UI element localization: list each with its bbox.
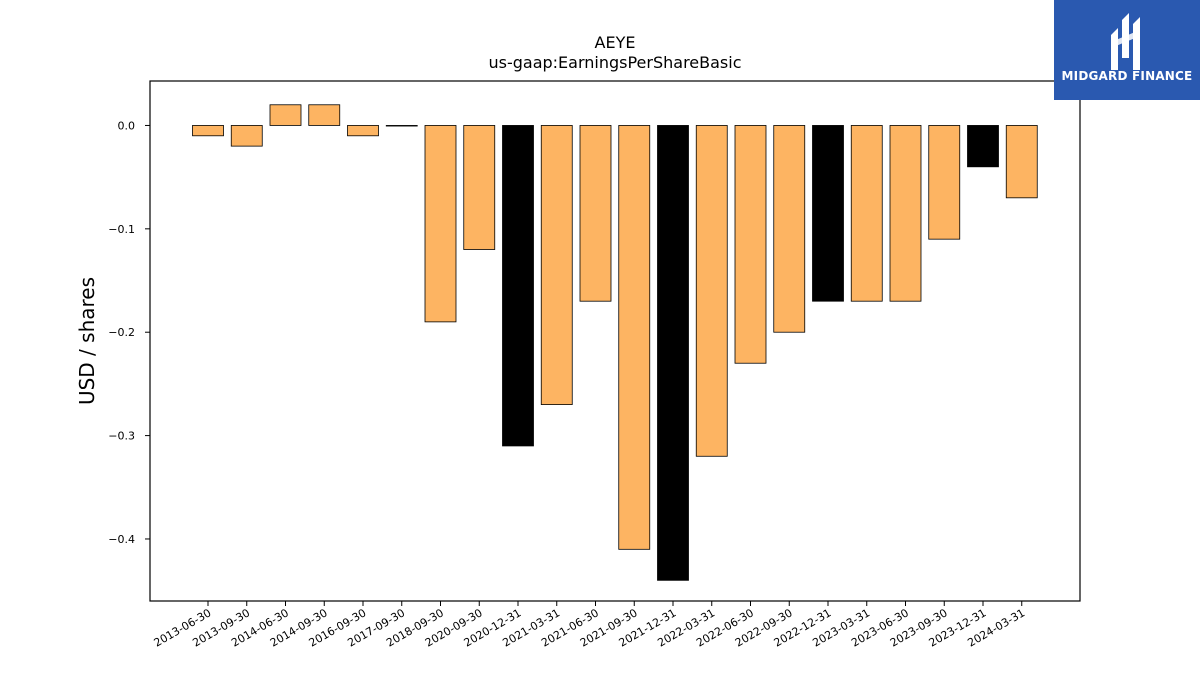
bar-2023-06-30 <box>889 125 922 302</box>
bar-2023-12-31 <box>967 125 999 168</box>
bar-2021-06-30 <box>579 125 612 302</box>
plot-frame <box>149 80 1081 602</box>
bar-2023-09-30 <box>928 125 961 240</box>
bar-2021-03-31 <box>540 125 573 405</box>
logo-mark-icon <box>1111 13 1140 70</box>
bar-2021-09-30 <box>618 125 651 550</box>
bar-2022-12-31 <box>812 125 844 302</box>
bar-2014-06-30 <box>269 104 302 126</box>
bar-2020-12-31 <box>502 125 534 447</box>
bar-2022-06-30 <box>734 125 767 364</box>
bar-2022-03-31 <box>695 125 728 457</box>
bars-group <box>192 104 1038 581</box>
y-tick-label: 0.0 <box>118 119 136 132</box>
bar-2013-06-30 <box>192 125 224 137</box>
bar-2018-09-30 <box>424 125 457 323</box>
bar-2021-12-31 <box>657 125 689 581</box>
bar-2014-09-30 <box>308 104 341 126</box>
y-tick-label: −0.2 <box>108 326 135 339</box>
bar-2020-09-30 <box>463 125 496 250</box>
bar-2013-09-30 <box>230 125 263 147</box>
bar-2016-09-30 <box>347 125 379 137</box>
bar-2023-03-31 <box>850 125 883 302</box>
bar-2022-09-30 <box>773 125 806 333</box>
bar-2017-09-30 <box>385 125 418 127</box>
chart-title: AEYE <box>595 33 636 52</box>
bar-2024-03-31 <box>1005 125 1038 199</box>
y-tick-label: −0.3 <box>108 430 135 443</box>
midgard-finance-logo: MIDGARD FINANCE <box>1054 0 1200 100</box>
chart-subtitle: us-gaap:EarningsPerShareBasic <box>488 53 741 72</box>
y-tick-label: −0.1 <box>108 223 135 236</box>
y-axis-label: USD / shares <box>75 277 99 405</box>
y-tick-label: −0.4 <box>108 533 135 546</box>
logo-text: MIDGARD FINANCE <box>1061 69 1193 83</box>
y-ticks-group: 0.0 −0.1 −0.2 −0.3 −0.4 <box>108 119 150 546</box>
x-ticks-group: 2013-06-302013-09-302014-06-302014-09-30… <box>152 601 1027 650</box>
